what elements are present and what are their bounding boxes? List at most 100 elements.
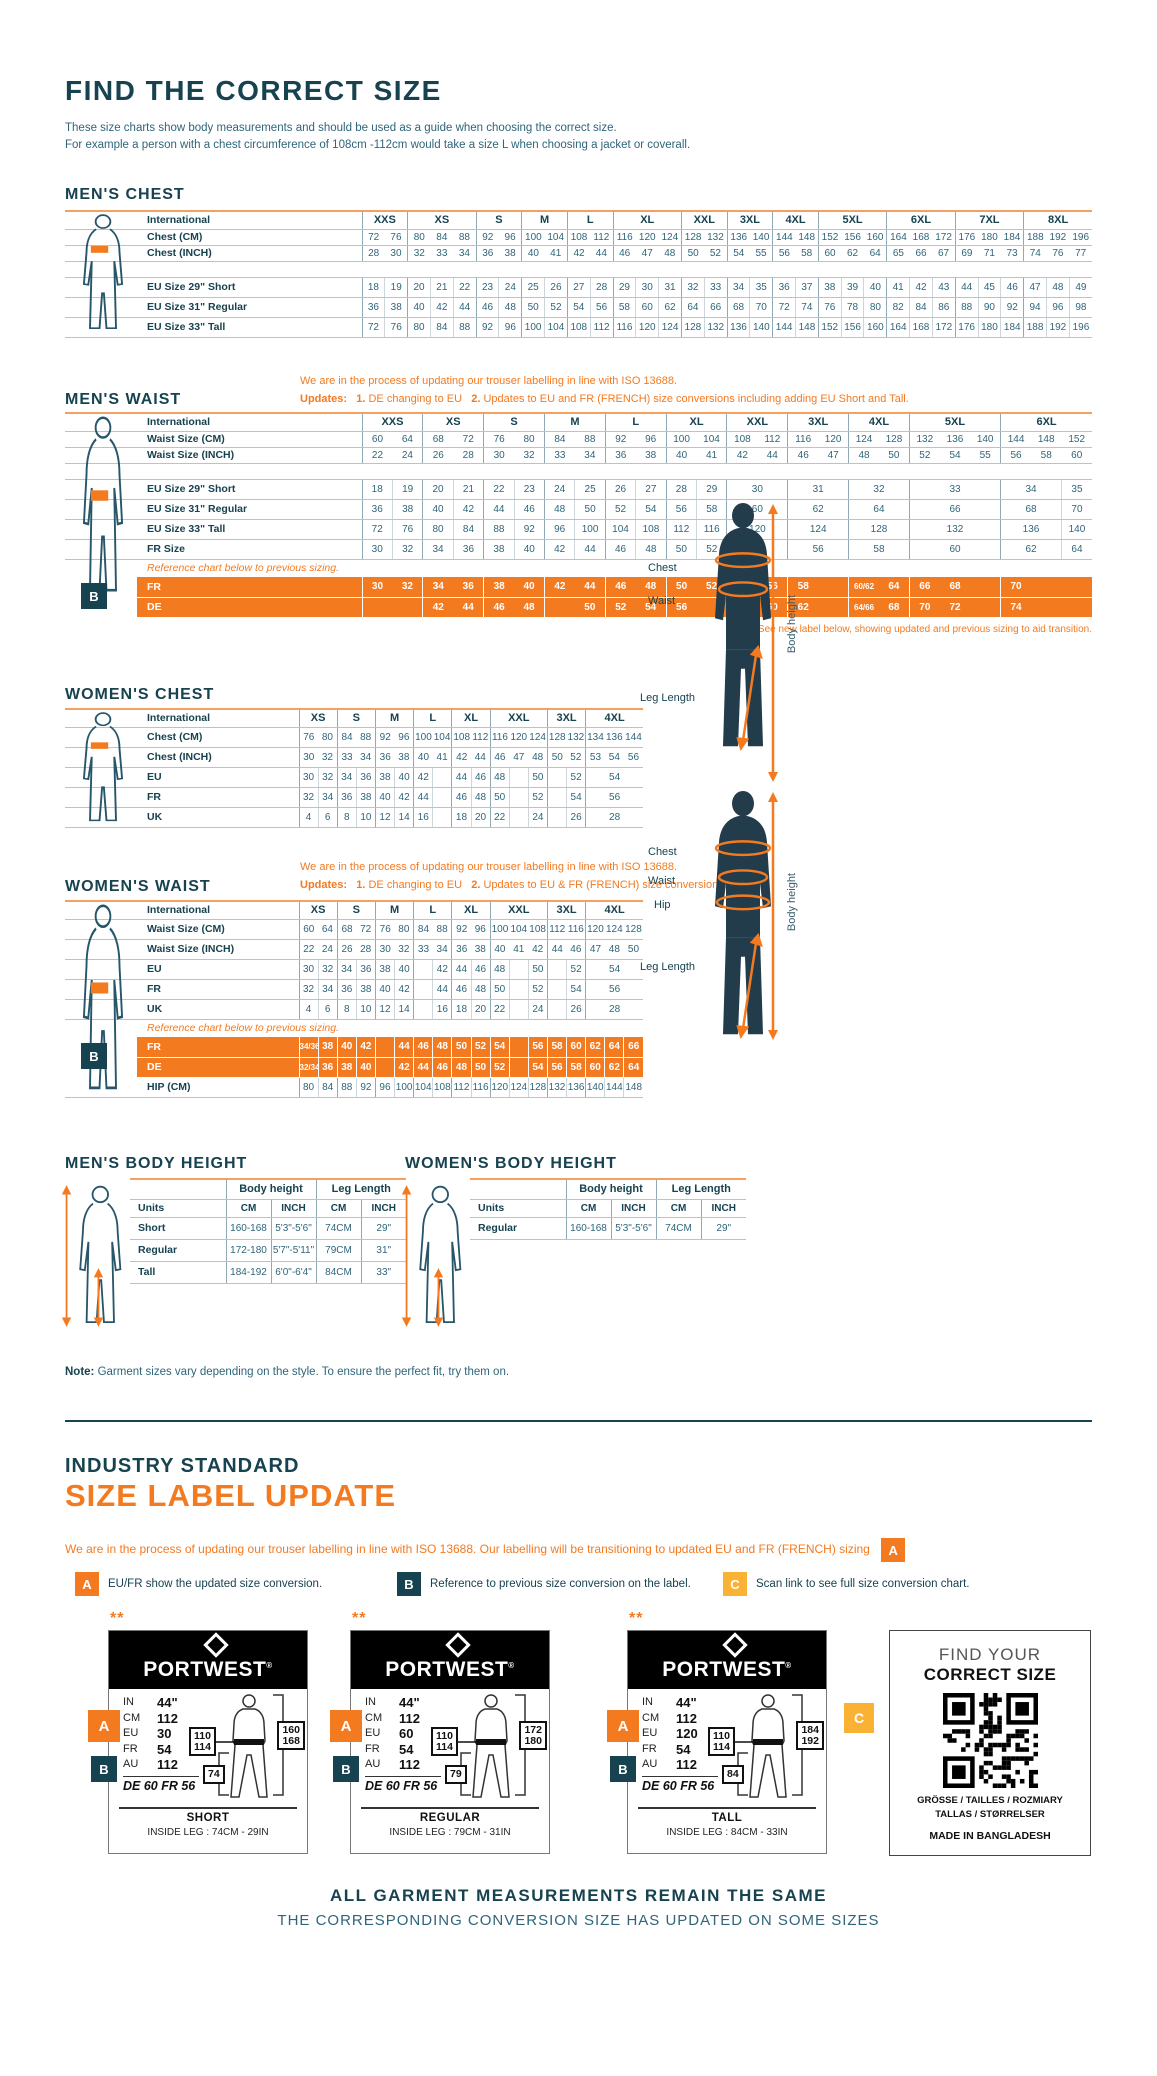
fit-name: SHORT (186, 1812, 230, 1824)
size-cell: 68 (1000, 499, 1062, 520)
size-cell: 58 (612, 297, 636, 318)
body-height-cell: 74CM (655, 1217, 701, 1240)
portwest-logo: PORTWEST® (109, 1631, 307, 1689)
size-cell: 58 (1031, 447, 1062, 464)
previous-size-cell: 34 (422, 577, 454, 598)
size-cell: 73 (1000, 245, 1024, 262)
unit-header: INCH (360, 1199, 406, 1218)
size-cell: 40 (513, 539, 545, 560)
size-cell: 50 (546, 747, 567, 768)
size-group-header: M (374, 901, 414, 920)
size-cell: 136 (604, 727, 624, 748)
size-group-header: XXL (680, 211, 728, 230)
size-cell: 36 (451, 939, 472, 960)
size-cell: 36 (355, 959, 376, 980)
size-header-row: International XXS XS S M L XL XXL 3XL 4XL 5XL 6XL (65, 413, 1092, 432)
figure-spacer (65, 413, 137, 432)
figure-spacer (65, 767, 137, 788)
row-label: Chest (CM) (137, 229, 362, 246)
size-cell: 56 (772, 245, 796, 262)
body-height-cell: 5'3"-5'6" (270, 1217, 316, 1240)
man-chest-label: Chest (648, 562, 677, 574)
brand-text: PORTWEST (143, 1658, 267, 1681)
size-cell: 30 (483, 447, 515, 464)
size-cell: 40 (413, 747, 433, 768)
size-value: 54 (157, 1741, 172, 1757)
label-size-row: FR 54 (365, 1742, 445, 1758)
size-cell: 34 (317, 787, 338, 808)
previous-size-cell: 68 (939, 577, 971, 598)
size-cell: 38 (471, 939, 491, 960)
size-group-header: 6XL (886, 211, 956, 230)
leg-length-group-header: Leg Length (655, 1179, 746, 1200)
size-table: International XXS XS S M L XL XXL 3XL 4XL 5XL 6XL Wa… (65, 412, 1092, 618)
size-cell: 27 (566, 277, 591, 298)
inside-leg-text: INSIDE LEG : 79CM - 31IN (389, 1827, 511, 1838)
size-cell: 53 (585, 747, 605, 768)
qr-languages-2: TALLAS / STØRRELSER (935, 1809, 1045, 1820)
size-cell: 108 (566, 317, 591, 338)
man-body-height-label: Body height (786, 595, 798, 654)
previous-size-cell: 36 (453, 577, 484, 598)
size-group-header: 3XL (546, 901, 586, 920)
waist-measure-value: 110 (194, 1730, 211, 1742)
size-cell: 16 (413, 807, 433, 828)
size-cell: 22 (489, 999, 510, 1020)
size-cell: 108 (432, 1077, 452, 1098)
table-row: Chest (CM) 76 80 84 88 92 96 100 104 108 112 116 120… (65, 727, 644, 748)
figure-spacer (65, 939, 137, 960)
size-cell (546, 787, 567, 808)
fit-note: Note: Garment sizes vary depending on th… (65, 1366, 509, 1378)
badge-b-icon: B (333, 1756, 359, 1782)
previous-size-cell: 46 (413, 1037, 433, 1058)
figure-spacer (65, 1019, 137, 1037)
size-cell: 48 (470, 979, 491, 1000)
size-cell: 44 (574, 539, 606, 560)
size-cell: 34 (356, 747, 376, 768)
height-measure-value: 184 (801, 1724, 819, 1736)
size-cell: 22 (452, 277, 477, 298)
size-cell: 84 (452, 519, 484, 540)
size-cell: 132 (908, 431, 940, 448)
size-cell: 70 (749, 297, 773, 318)
size-cell: 116 (696, 519, 727, 540)
size-cell: 140 (585, 1077, 605, 1098)
size-cell: 60 (361, 431, 393, 448)
figure-spacer (65, 463, 137, 480)
size-group-header: L (413, 901, 452, 920)
size-cell: 136 (566, 1077, 586, 1098)
size-cell: 124 (787, 519, 849, 540)
units-header-row: Units CM INCH CM INCH (130, 1199, 406, 1218)
man-body-height-arrow (766, 504, 780, 787)
size-system-label: FR (642, 1742, 657, 1755)
size-cell: 40 (665, 447, 697, 464)
size-cell: 56 (787, 539, 849, 560)
size-cell: 84 (336, 727, 357, 748)
row-label: EU Size 33" Tall (137, 317, 362, 338)
size-cell: 16 (432, 999, 452, 1020)
update-2-text: Updates to EU and FR (FRENCH) size conve… (483, 393, 909, 405)
size-cell: 56 (585, 979, 644, 1000)
womens-chest-title: WOMEN'S CHEST (65, 686, 215, 703)
portwest-logo: PORTWEST® (351, 1631, 549, 1689)
womens-waist-title: WOMEN'S WAIST (65, 878, 211, 895)
size-cell: 80 (514, 431, 545, 448)
mens-waist-table-host: International XXS XS S M L XL XXL 3XL 4XL 5XL 6XL Wa… (65, 412, 1092, 635)
intro-line-1: These size charts show body measurements… (65, 122, 617, 134)
size-cell: 76 (1046, 245, 1070, 262)
row-label: Chest (INCH) (137, 245, 362, 262)
size-cell: 132 (546, 1077, 567, 1098)
size-cell: 92 (451, 919, 472, 940)
size-cell: 6 (317, 999, 338, 1020)
size-cell: 144 (772, 317, 796, 338)
size-cell (413, 979, 433, 1000)
size-cell: 42 (452, 499, 484, 520)
previous-sizing-text: DE 60 FR 56 (642, 1778, 715, 1793)
figure-spacer (65, 901, 137, 920)
label-size-row: EU 120 (642, 1726, 722, 1742)
size-cell: 44 (451, 959, 472, 980)
label-size-row: IN 44" (642, 1695, 722, 1711)
transition-footnote: **See new label below, showing updated a… (750, 623, 1092, 635)
size-cell: 164 (886, 317, 910, 338)
size-cell: 112 (590, 229, 614, 246)
